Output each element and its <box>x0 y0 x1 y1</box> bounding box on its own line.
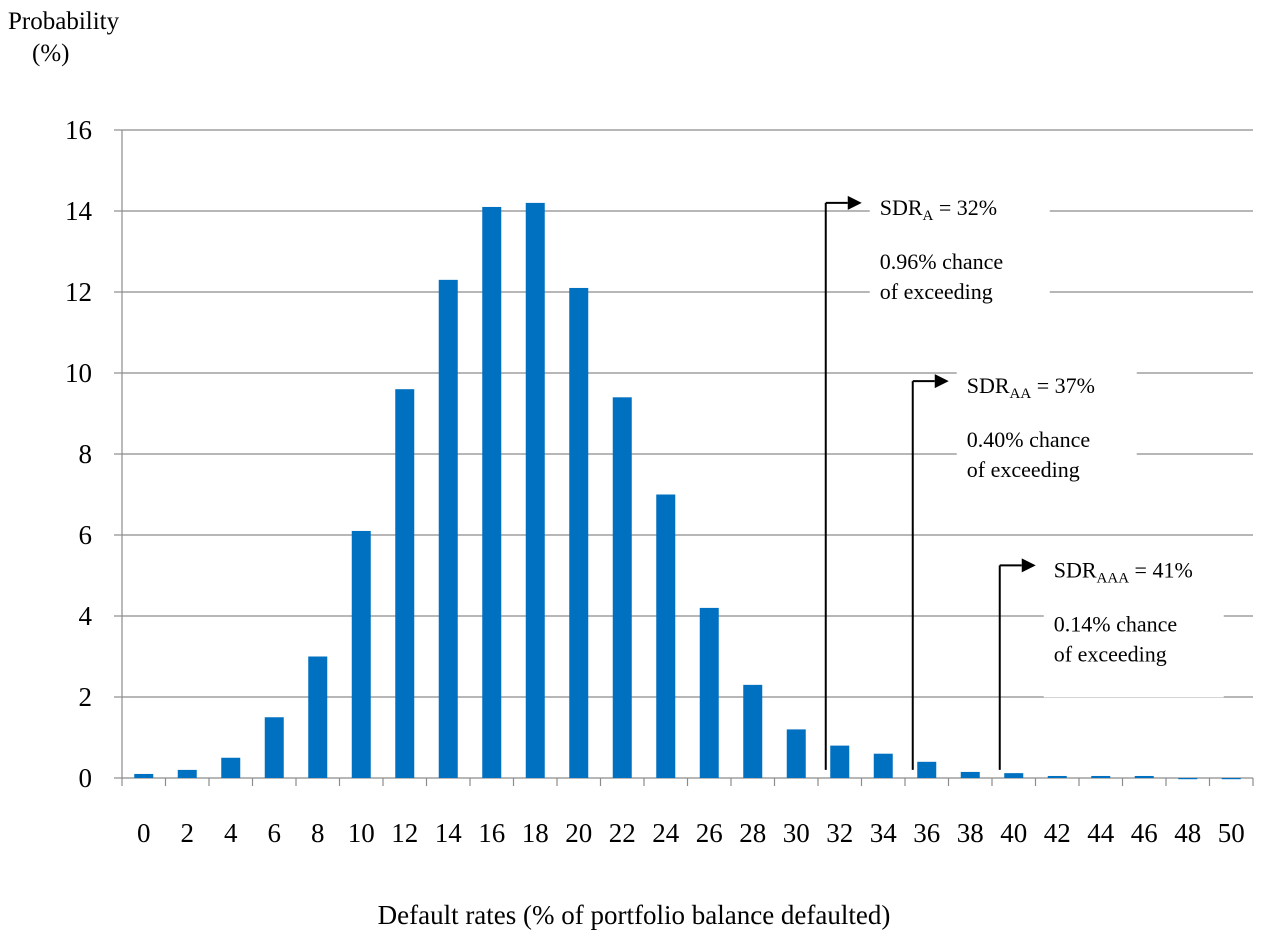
bar <box>1047 775 1067 778</box>
bar <box>960 771 980 778</box>
y-axis-title-line2: (%) <box>32 40 70 67</box>
annotation-chance-line1: 0.14% chance <box>1054 611 1177 636</box>
bar <box>1178 778 1198 780</box>
annotation-background <box>1043 547 1224 698</box>
x-tick-label: 20 <box>565 818 592 848</box>
x-tick-label: 24 <box>652 818 680 848</box>
y-tick-label: 10 <box>65 358 92 388</box>
annotation-chance-line2: of exceeding <box>967 457 1080 482</box>
x-tick-label: 2 <box>181 818 195 848</box>
x-tick-label: 16 <box>478 818 505 848</box>
bar <box>482 206 502 778</box>
bar <box>221 757 241 778</box>
y-axis-title: Probability (%) <box>8 6 119 70</box>
bar <box>917 761 937 778</box>
y-tick-label: 0 <box>79 763 93 793</box>
x-tick-label: 14 <box>435 818 463 848</box>
bar <box>438 279 458 778</box>
annotation-background <box>956 362 1137 513</box>
annotation-background <box>869 184 1050 335</box>
x-tick-label: 28 <box>739 818 766 848</box>
annotation-label: SDRA = 32% <box>880 195 997 224</box>
bar <box>525 202 545 778</box>
annotation-arrowhead <box>934 374 949 389</box>
bar <box>264 717 284 778</box>
annotation-arrowhead <box>847 195 862 210</box>
annotation-chance-line1: 0.96% chance <box>880 249 1003 274</box>
bar <box>1091 775 1111 778</box>
y-tick-label: 4 <box>79 601 93 631</box>
y-tick-label: 2 <box>79 682 93 712</box>
x-tick-label: 42 <box>1044 818 1071 848</box>
bar <box>1221 778 1241 780</box>
annotation-label: SDRAA = 37% <box>967 373 1095 402</box>
bar <box>743 684 763 778</box>
x-tick-label: 22 <box>609 818 636 848</box>
bar <box>395 389 415 778</box>
x-tick-label: 36 <box>913 818 940 848</box>
x-tick-label: 0 <box>137 818 151 848</box>
bar <box>786 729 806 778</box>
x-tick-label: 32 <box>826 818 853 848</box>
bar <box>1134 775 1154 778</box>
x-tick-label: 12 <box>391 818 418 848</box>
y-tick-label: 14 <box>65 196 93 226</box>
bar <box>308 656 328 778</box>
bar <box>830 745 850 778</box>
x-tick-label: 50 <box>1218 818 1245 848</box>
x-tick-label: 44 <box>1087 818 1115 848</box>
bar <box>177 769 197 778</box>
bar <box>656 494 676 778</box>
bar <box>699 607 719 778</box>
y-tick-label: 16 <box>65 115 92 145</box>
x-tick-label: 30 <box>783 818 810 848</box>
y-tick-label: 6 <box>79 520 93 550</box>
bar <box>873 753 893 778</box>
annotation-arrowhead <box>1021 558 1036 573</box>
x-tick-label: 6 <box>268 818 282 848</box>
x-tick-label: 40 <box>1000 818 1027 848</box>
annotation-chance-line2: of exceeding <box>1054 641 1167 666</box>
x-tick-label: 26 <box>696 818 723 848</box>
x-tick-label: 38 <box>957 818 984 848</box>
y-tick-label: 8 <box>79 439 93 469</box>
bar <box>134 773 154 778</box>
bar <box>1004 773 1024 778</box>
x-tick-label: 34 <box>870 818 898 848</box>
x-tick-label: 10 <box>348 818 375 848</box>
bar <box>612 397 632 778</box>
y-axis-title-line1: Probability <box>8 8 120 35</box>
x-tick-label: 48 <box>1174 818 1201 848</box>
annotation-chance-line2: of exceeding <box>880 279 993 304</box>
x-tick-label: 8 <box>311 818 325 848</box>
bar <box>351 530 371 778</box>
bar <box>569 287 589 778</box>
x-axis-title: Default rates (% of portfolio balance de… <box>377 900 891 930</box>
annotation-label: SDRAAA = 41% <box>1054 557 1193 586</box>
y-tick-label: 12 <box>65 277 92 307</box>
x-tick-label: 18 <box>522 818 549 848</box>
annotation-chance-line1: 0.40% chance <box>967 427 1090 452</box>
x-tick-label: 4 <box>224 818 238 848</box>
x-tick-label: 46 <box>1131 818 1158 848</box>
